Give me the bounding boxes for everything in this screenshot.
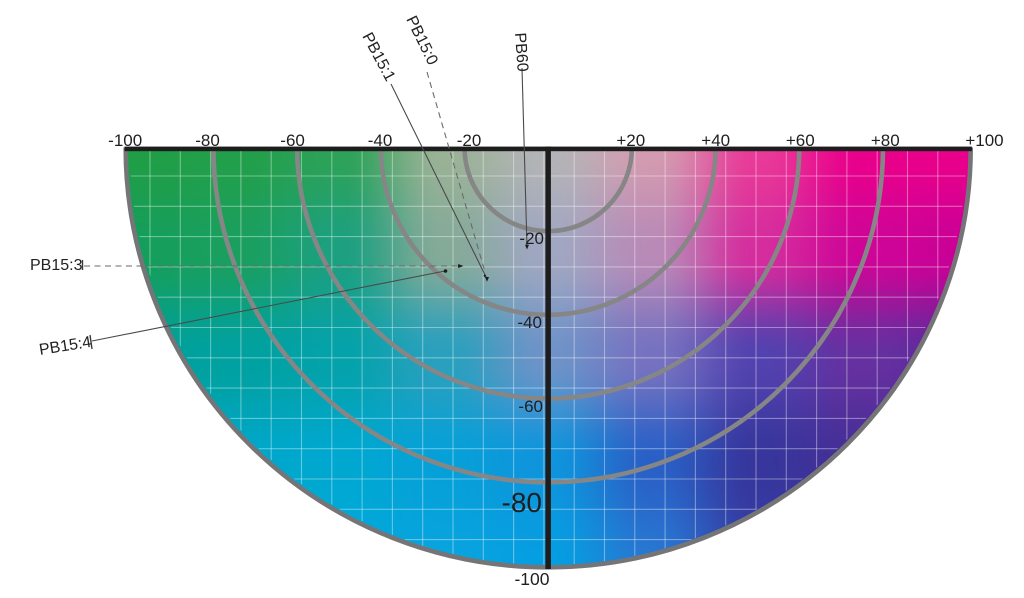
svg-text:+80: +80 (871, 131, 900, 150)
svg-text:-60: -60 (518, 397, 543, 416)
svg-text:-80: -80 (502, 487, 542, 518)
svg-text:+20: +20 (616, 131, 645, 150)
svg-text:-100: -100 (514, 569, 549, 589)
svg-text:+60: +60 (786, 131, 815, 150)
svg-text:-40: -40 (368, 131, 393, 150)
svg-text:PB15:0: PB15:0 (402, 13, 440, 68)
svg-text:-100: -100 (108, 131, 142, 150)
svg-text:PB15:4: PB15:4 (38, 334, 93, 359)
svg-text:-20: -20 (457, 131, 482, 150)
svg-text:-40: -40 (517, 313, 542, 332)
svg-text:-80: -80 (195, 131, 220, 150)
svg-text:-60: -60 (280, 131, 305, 150)
svg-text:PB15:3: PB15:3 (30, 257, 83, 274)
svg-text:PB15:1: PB15:1 (358, 30, 398, 84)
svg-text:+40: +40 (701, 131, 730, 150)
svg-text:-20: -20 (519, 229, 544, 248)
svg-text:+100: +100 (965, 131, 1003, 150)
svg-text:PB60: PB60 (511, 32, 531, 72)
